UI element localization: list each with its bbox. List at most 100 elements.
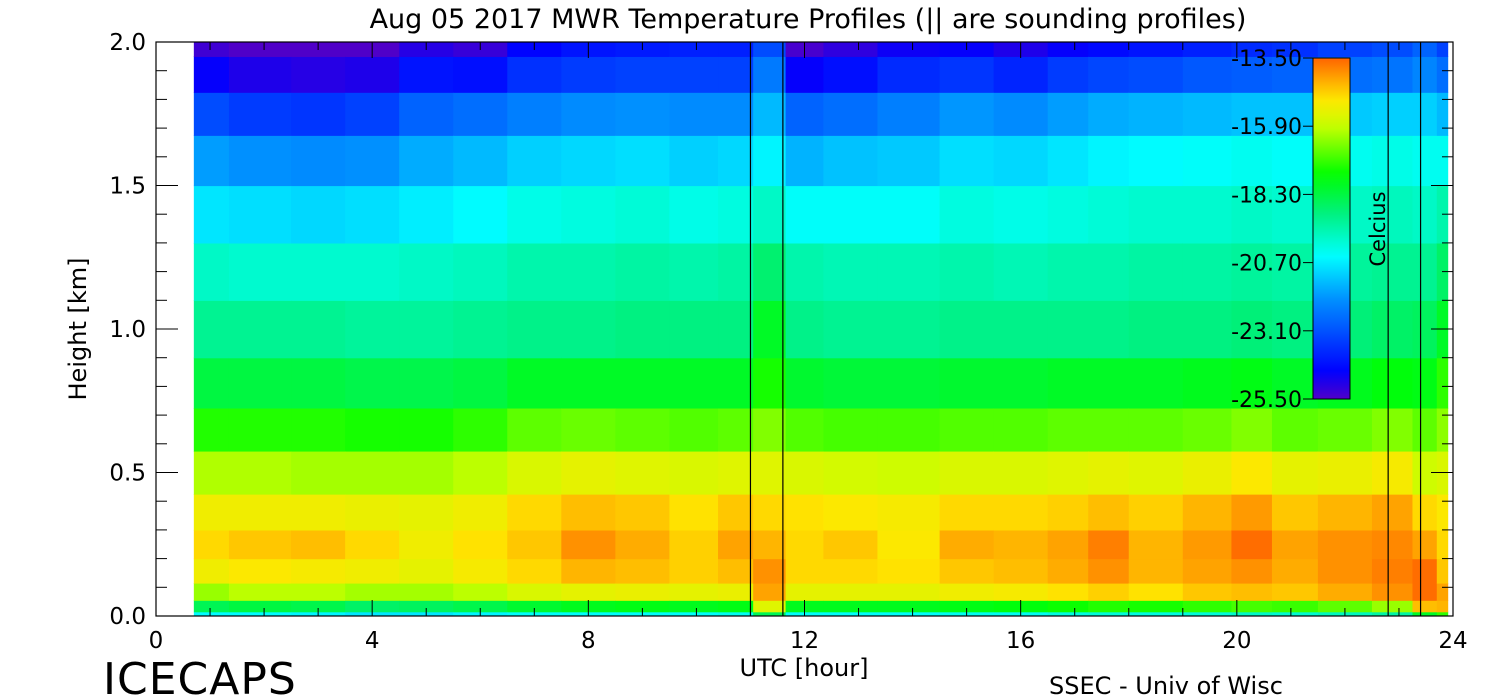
heatmap-cell [507,558,562,584]
heatmap-cell [1047,494,1089,531]
heatmap-cell [939,135,995,187]
heatmap-cell [1436,611,1449,616]
heatmap-cell [753,42,787,57]
heatmap-cell [1271,450,1319,495]
heatmap-cell [1231,583,1273,601]
heatmap-cell [753,242,787,301]
heatmap-cell [785,494,825,531]
heatmap-cell [785,529,825,560]
heatmap-cell [753,357,787,409]
heatmap-cell [1047,185,1089,244]
heatmap-cell [193,583,230,601]
heatmap-cell [1128,56,1184,93]
heatmap-cell [291,583,346,601]
heatmap-cell [1128,450,1184,495]
heatmap-cell [718,450,754,495]
heatmap-cell [399,92,454,136]
heatmap-cell [1088,450,1130,495]
x-tick-label: 0 [149,628,164,654]
heatmap-cell [1412,494,1438,531]
heatmap-cell [1412,42,1438,57]
heatmap-cell [193,611,230,616]
heatmap-cell [1182,494,1233,531]
heatmap-cell [615,558,670,584]
heatmap-cell [823,357,879,409]
heatmap-cell [453,56,508,93]
heatmap-cell [753,529,787,560]
heatmap-cell [939,529,995,560]
heatmap-cell [718,242,754,301]
heatmap-cell [453,242,508,301]
x-axis-label: UTC [hour] [740,654,869,682]
heatmap-cell [1088,92,1130,136]
heatmap-cell [1182,407,1233,452]
heatmap-cell [1088,135,1130,187]
heatmap-cell [228,600,292,613]
heatmap-cell [615,135,670,187]
heatmap-cell [228,407,292,452]
heatmap-cell [877,494,941,531]
heatmap-cell [1182,92,1233,136]
heatmap-cell [399,185,454,244]
heatmap-cell [939,494,995,531]
heatmap-cell [345,583,400,601]
heatmap-cell [1271,407,1319,452]
heatmap-cell [823,611,879,616]
heatmap-cell [291,407,346,452]
heatmap-cell [193,185,230,244]
heatmap-cell [1271,558,1319,584]
heatmap-cell [615,56,670,93]
heatmap-cell [1128,558,1184,584]
heatmap-cell [1047,583,1089,601]
x-tick-label: 12 [790,628,819,654]
x-tick-label: 4 [365,628,380,654]
heatmap-cell [1047,529,1089,560]
heatmap-cell [1231,600,1273,613]
heatmap-cell [615,242,670,301]
colorbar-tick-label: -18.30 [1231,183,1302,208]
heatmap-cell [1182,583,1233,601]
colorbar-tick-label: -15.90 [1231,115,1302,140]
heatmap-cell [507,529,562,560]
heatmap-cell [453,407,508,452]
heatmap-cell [291,242,346,301]
heatmap-cell [1317,600,1373,613]
heatmap-cell [453,300,508,359]
heatmap-cell [1231,494,1273,531]
heatmap-cell [1231,135,1273,187]
heatmap-cell [939,242,995,301]
heatmap-cell [1371,185,1414,244]
heatmap-cell [1231,407,1273,452]
heatmap-cell [561,558,616,584]
heatmap-cell [1436,92,1449,136]
heatmap-cell [877,357,941,409]
y-tick-label: 1.5 [109,174,146,200]
heatmap-cell [291,300,346,359]
heatmap-cell [939,56,995,93]
heatmap-cell [753,185,787,244]
heatmap-cell [615,92,670,136]
heatmap-cell [1371,583,1414,601]
heatmap-cell [291,494,346,531]
heatmap-cell [615,494,670,531]
x-tick-label: 20 [1222,628,1251,654]
y-tick-label: 0.5 [109,461,146,487]
y-tick-label: 0.0 [109,604,146,630]
heatmap-cell [615,583,670,601]
heatmap-cell [1271,494,1319,531]
heatmap-cell [228,92,292,136]
heatmap-cell [877,450,941,495]
heatmap-cell [1371,450,1414,495]
heatmap-cell [669,300,719,359]
heatmap-cell [1436,494,1449,531]
heatmap-cell [1412,185,1438,244]
heatmap-cell [291,450,346,495]
heatmap-cell [1271,611,1319,616]
heatmap-cell [561,242,616,301]
heatmap-cell [823,494,879,531]
heatmap-cell [669,407,719,452]
heatmap-cell [718,529,754,560]
heatmap-cell [228,300,292,359]
heatmap-cell [1128,185,1184,244]
heatmap-cell [193,600,230,613]
